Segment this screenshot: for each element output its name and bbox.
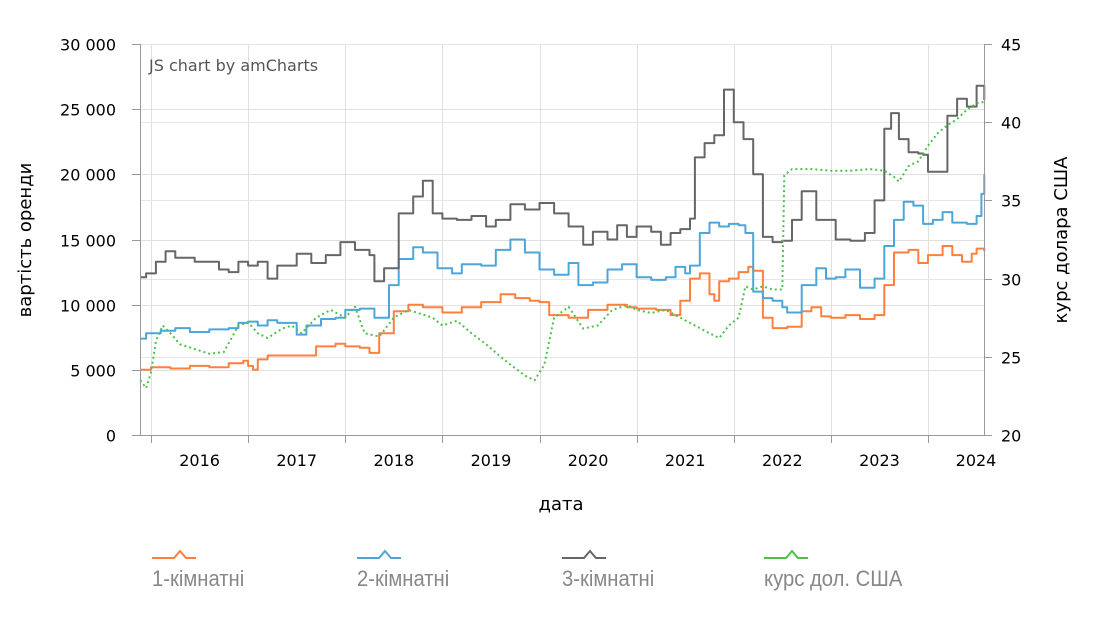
x-axis-title: дата bbox=[539, 494, 584, 515]
x-tick-label: 2020 bbox=[568, 451, 609, 470]
right-axis-gridlines bbox=[140, 44, 984, 436]
series-line[interactable] bbox=[140, 245, 986, 371]
left-tick-label: 30 000 bbox=[60, 36, 116, 55]
legend-label: курс дол. США bbox=[764, 566, 903, 591]
x-axis-ticks: 2016 2017 2018 2019 2020 2021 2022 2023 2024 bbox=[151, 435, 997, 470]
line-marker-icon bbox=[357, 549, 401, 559]
right-axis-title: курс долара США bbox=[1051, 156, 1072, 324]
series-layer bbox=[139, 84, 986, 390]
right-tick-label: 25 bbox=[1001, 349, 1021, 368]
left-tick-label: 10 000 bbox=[60, 297, 116, 316]
left-tick-label: 20 000 bbox=[60, 166, 116, 185]
series-line[interactable] bbox=[140, 84, 986, 283]
right-tick-label: 45 bbox=[1001, 36, 1021, 55]
left-axis-ticks: 0 5 000 10 000 15 000 20 000 25 000 30 000 bbox=[60, 36, 140, 446]
left-axis-title: вартість оренди bbox=[15, 163, 36, 318]
x-tick-label: 2017 bbox=[276, 451, 317, 470]
left-tick-label: 5 000 bbox=[70, 362, 116, 381]
amcharts-credit-link[interactable]: JS chart by amCharts bbox=[148, 56, 318, 75]
right-tick-label: 40 bbox=[1001, 114, 1021, 133]
line-marker-icon bbox=[764, 549, 808, 559]
series-line[interactable] bbox=[139, 100, 985, 390]
x-axis-gridlines bbox=[151, 44, 929, 435]
series-line[interactable] bbox=[140, 174, 986, 340]
right-tick-label: 20 bbox=[1001, 427, 1021, 446]
x-tick-label: 2019 bbox=[471, 451, 512, 470]
legend-label: 1-кімнатні bbox=[152, 566, 245, 591]
legend: 1-кімнатні 2-кімнатні 3-кімнатні курс до… bbox=[150, 540, 970, 610]
legend-label: 2-кімнатні bbox=[357, 566, 450, 591]
x-tick-label: 2023 bbox=[859, 451, 900, 470]
x-tick-label: 2016 bbox=[179, 451, 220, 470]
legend-label: 3-кімнатні bbox=[562, 566, 655, 591]
x-tick-label: 2022 bbox=[762, 451, 803, 470]
line-marker-icon bbox=[562, 549, 606, 559]
x-tick-label: 2021 bbox=[665, 451, 706, 470]
right-axis-ticks: 20 25 30 35 40 45 bbox=[984, 36, 1021, 446]
left-tick-label: 15 000 bbox=[60, 232, 116, 251]
right-tick-label: 35 bbox=[1001, 192, 1021, 211]
line-marker-icon bbox=[152, 549, 196, 559]
x-tick-label: 2018 bbox=[373, 451, 414, 470]
left-tick-label: 25 000 bbox=[60, 101, 116, 120]
x-tick-label: 2024 bbox=[956, 451, 997, 470]
right-tick-label: 30 bbox=[1001, 271, 1021, 290]
left-tick-label: 0 bbox=[106, 427, 116, 446]
